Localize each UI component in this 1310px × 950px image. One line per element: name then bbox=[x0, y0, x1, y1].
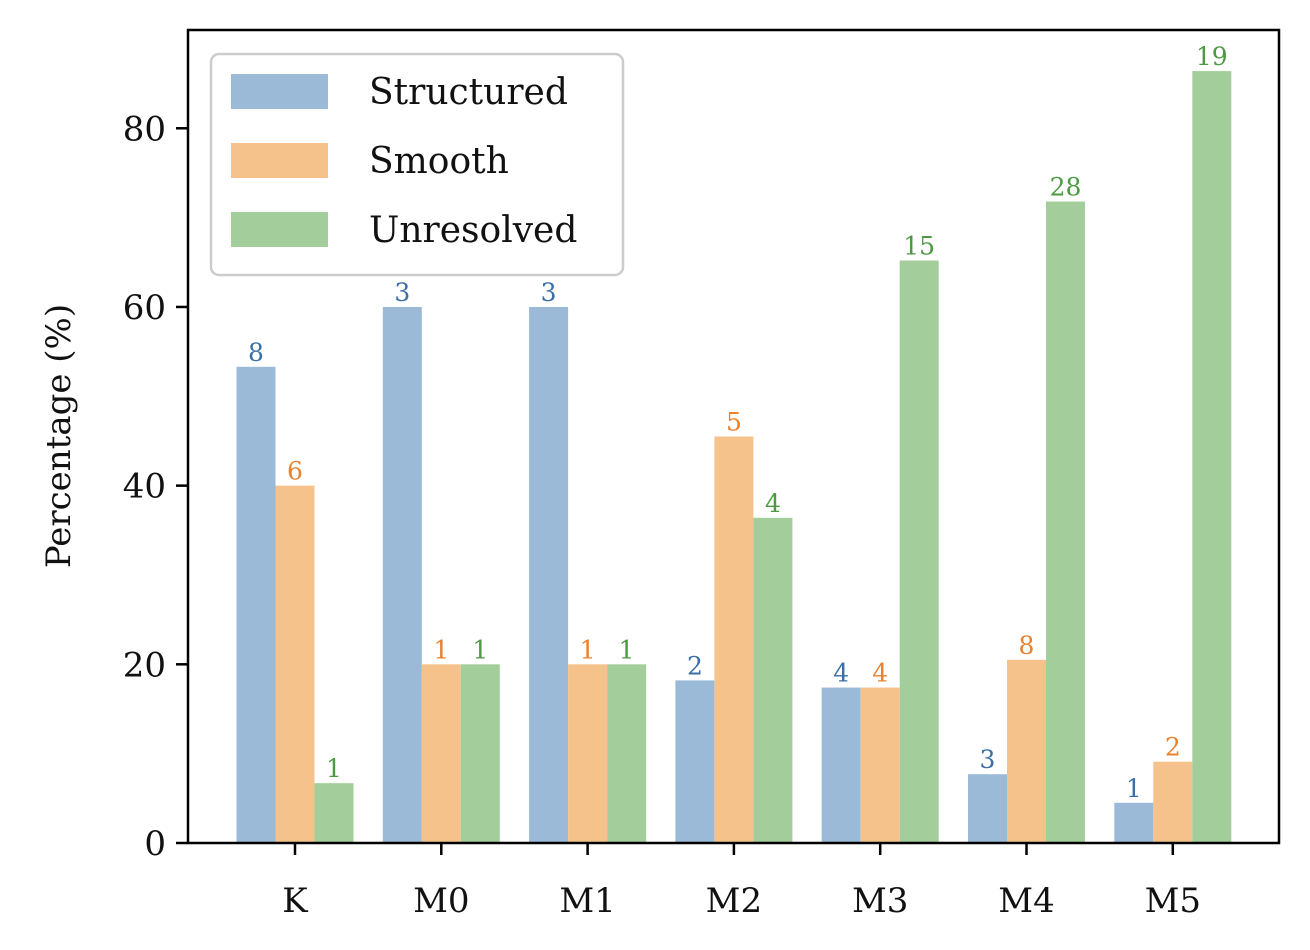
count-label-smooth-m1: 1 bbox=[580, 635, 596, 664]
bar-smooth-m1 bbox=[568, 664, 608, 843]
bar-unresolved-m0 bbox=[460, 664, 500, 843]
count-label-structured-m2: 2 bbox=[687, 651, 703, 680]
y-tick-label-80: 80 bbox=[123, 109, 166, 149]
bar-unresolved-m2 bbox=[753, 517, 793, 843]
y-axis-title: Percentage (%) bbox=[39, 304, 79, 568]
bar-unresolved-m4 bbox=[1046, 201, 1085, 844]
bar-structured-m5 bbox=[1114, 802, 1154, 843]
count-label-structured-m5: 1 bbox=[1126, 774, 1142, 803]
bar-structured-m0 bbox=[382, 306, 422, 843]
count-label-structured-m3: 4 bbox=[833, 659, 849, 688]
count-label-unresolved-m3: 15 bbox=[903, 231, 935, 260]
count-label-smooth-m2: 5 bbox=[726, 408, 742, 437]
legend-label-structured: Structured bbox=[369, 72, 568, 113]
bar-structured-m4 bbox=[968, 774, 1007, 843]
x-tick-label-m5: M5 bbox=[1145, 881, 1201, 921]
x-tick-label-m0: M0 bbox=[413, 881, 469, 921]
bar-structured-k bbox=[236, 366, 276, 843]
y-axis: 0 20 40 60 80 bbox=[123, 109, 188, 864]
legend-swatch-unresolved bbox=[231, 212, 328, 247]
count-label-smooth-m5: 2 bbox=[1165, 733, 1181, 762]
y-tick-label-60: 60 bbox=[123, 288, 166, 328]
count-label-unresolved-m0: 1 bbox=[472, 635, 488, 664]
bar-smooth-m0 bbox=[421, 664, 461, 843]
count-label-unresolved-m2: 4 bbox=[765, 489, 781, 518]
legend-label-smooth: Smooth bbox=[369, 141, 509, 182]
count-label-smooth-k: 6 bbox=[287, 457, 303, 486]
count-label-unresolved-k: 1 bbox=[326, 754, 342, 783]
legend-label-unresolved: Unresolved bbox=[369, 210, 577, 251]
count-label-unresolved-m5: 19 bbox=[1196, 42, 1228, 71]
legend-swatch-structured bbox=[231, 74, 328, 109]
bar-smooth-m2 bbox=[714, 436, 754, 843]
bar-smooth-m3 bbox=[860, 687, 900, 843]
count-label-structured-m0: 3 bbox=[394, 278, 410, 307]
x-tick-label-m1: M1 bbox=[559, 881, 615, 921]
legend-swatch-smooth bbox=[231, 143, 328, 178]
x-tick-label-k: K bbox=[282, 881, 308, 921]
count-label-structured-k: 8 bbox=[248, 338, 264, 367]
y-tick-label-0: 0 bbox=[144, 824, 166, 864]
bar-smooth-m4 bbox=[1007, 659, 1046, 843]
y-tick-label-20: 20 bbox=[123, 645, 166, 685]
count-label-smooth-m3: 4 bbox=[872, 659, 888, 688]
y-tick-label-40: 40 bbox=[123, 467, 166, 507]
x-tick-label-m3: M3 bbox=[852, 881, 908, 921]
count-label-unresolved-m4: 28 bbox=[1050, 173, 1082, 202]
legend: Structured Smooth Unresolved bbox=[209, 52, 625, 277]
count-label-structured-m1: 3 bbox=[541, 278, 557, 307]
count-label-unresolved-m1: 1 bbox=[619, 635, 635, 664]
bar-unresolved-m1 bbox=[607, 664, 647, 843]
bar-structured-m3 bbox=[821, 687, 861, 843]
x-axis: K M0 M1 M2 M3 M4 M5 bbox=[282, 843, 1201, 921]
bar-structured-m1 bbox=[529, 306, 569, 843]
count-label-smooth-m4: 8 bbox=[1019, 631, 1035, 660]
x-tick-label-m4: M4 bbox=[998, 881, 1054, 921]
bar-smooth-m5 bbox=[1153, 761, 1193, 843]
x-tick-label-m2: M2 bbox=[706, 881, 762, 921]
bars-layer bbox=[236, 71, 1232, 844]
bar-unresolved-m5 bbox=[1192, 71, 1232, 844]
bar-structured-m2 bbox=[675, 680, 715, 843]
count-label-smooth-m0: 1 bbox=[433, 635, 449, 664]
bar-unresolved-m3 bbox=[899, 260, 939, 843]
bar-unresolved-k bbox=[314, 783, 354, 843]
count-label-structured-m4: 3 bbox=[980, 745, 996, 774]
bar-smooth-k bbox=[275, 485, 315, 843]
